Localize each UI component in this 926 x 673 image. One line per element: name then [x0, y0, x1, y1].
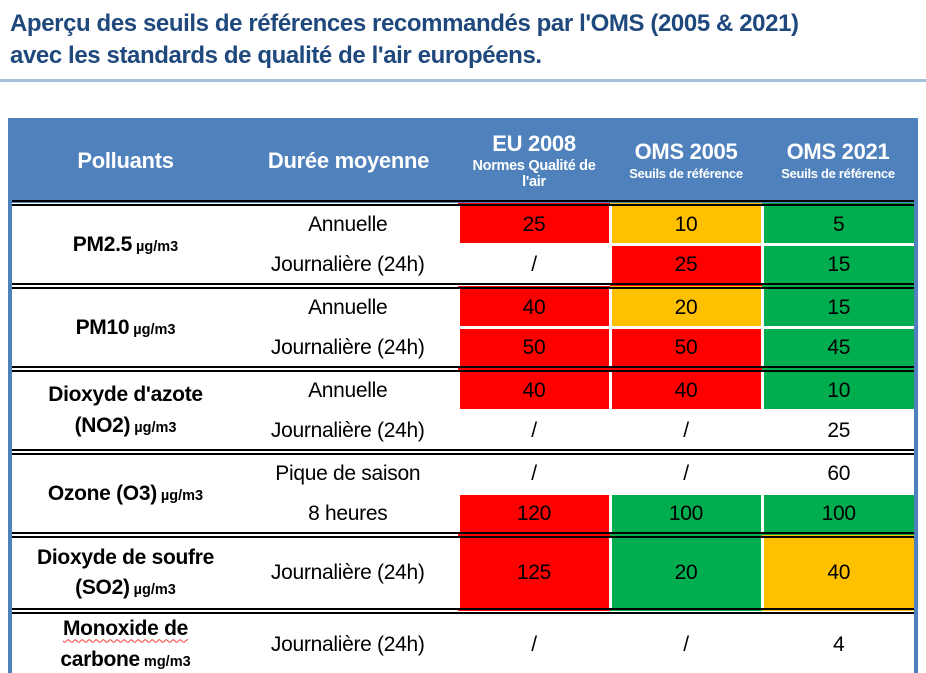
- value-cell-oms2005: 25: [608, 243, 762, 287]
- value-cell-oms2005: 40: [608, 369, 762, 411]
- header-duree-moyenne: Durée moyenne: [239, 122, 458, 204]
- table-row: Monoxide de carbone mg/m3 Journalière (24…: [12, 611, 914, 673]
- value-cell-eu2008: 50: [456, 326, 610, 370]
- value-cell-eu2008: 40: [456, 286, 610, 328]
- table-header: Polluants Durée moyenne EU 2008 Normes Q…: [12, 122, 914, 204]
- group-o3: Ozone (O3) µg/m3 Pique de saison / / 60 8…: [12, 452, 914, 536]
- table-row: Journalière (24h) / / 25: [12, 409, 914, 453]
- value-cell-eu2008: /: [456, 611, 610, 673]
- duration-cell: Pique de saison: [239, 452, 458, 494]
- duration-cell: Journalière (24h): [239, 243, 458, 287]
- value-cell-oms2005: 100: [608, 492, 762, 536]
- table-row: PM2.5 µg/m3 Annuelle 25 10 5: [12, 203, 914, 287]
- group-no2: Dioxyde d'azote (NO2) µg/m3 Annuelle 40 4…: [12, 369, 914, 453]
- pollutant-co: Monoxide de carbone mg/m3: [12, 611, 239, 673]
- page-title-line1: Aperçu des seuils de références recomman…: [10, 10, 799, 37]
- duration-cell: 8 heures: [239, 492, 458, 536]
- page-title-line2: avec les standards de qualité de l'air e…: [10, 41, 542, 69]
- duration-cell: Journalière (24h): [239, 409, 458, 453]
- value-cell-oms2005: 10: [608, 203, 762, 245]
- value-cell-oms2021: 45: [760, 326, 914, 370]
- value-cell-oms2005: 50: [608, 326, 762, 370]
- duration-cell: Annuelle: [239, 203, 458, 245]
- duration-cell: Annuelle: [239, 286, 458, 328]
- value-cell-oms2005: 20: [608, 286, 762, 328]
- pollutant-so2: Dioxyde de soufre (SO2) µg/m3: [12, 535, 239, 612]
- thresholds-table: Polluants Durée moyenne EU 2008 Normes Q…: [12, 122, 914, 673]
- header-oms-2021: OMS 2021 Seuils de référence: [762, 122, 914, 204]
- value-cell-oms2005: /: [608, 611, 762, 673]
- value-cell-eu2008: 25: [456, 203, 610, 245]
- value-cell-eu2008: /: [456, 243, 610, 287]
- table-row: Dioxyde de soufre (SO2) µg/m3 Journalière…: [12, 535, 914, 612]
- value-cell-eu2008: /: [456, 452, 610, 494]
- table-row: Dioxyde d'azote (NO2) µg/m3 Annuelle 40 4…: [12, 369, 914, 453]
- value-cell-oms2005: /: [608, 452, 762, 494]
- value-cell-oms2021: 100: [760, 492, 914, 536]
- value-cell-oms2005: /: [608, 409, 762, 453]
- table-row: 8 heures 120 100 100: [12, 492, 914, 536]
- value-cell-oms2005: 20: [608, 535, 762, 612]
- value-cell-oms2021: 40: [760, 535, 914, 612]
- group-pm25: PM2.5 µg/m3 Annuelle 25 10 5 Journalière …: [12, 203, 914, 287]
- table-row: PM10 µg/m3 Annuelle 40 20 15: [12, 286, 914, 370]
- group-so2: Dioxyde de soufre (SO2) µg/m3 Journalière…: [12, 535, 914, 612]
- value-cell-oms2021: 4: [760, 611, 914, 673]
- page-title: Aperçu des seuils de références recomman…: [0, 0, 926, 71]
- duration-cell: Journalière (24h): [239, 535, 458, 612]
- duration-cell: Journalière (24h): [239, 611, 458, 673]
- group-pm10: PM10 µg/m3 Annuelle 40 20 15 Journalière …: [12, 286, 914, 370]
- table-row: Ozone (O3) µg/m3 Pique de saison / / 60: [12, 452, 914, 536]
- title-divider: [0, 79, 926, 83]
- value-cell-eu2008: 120: [456, 492, 610, 536]
- value-cell-oms2021: 25: [760, 409, 914, 453]
- value-cell-eu2008: /: [456, 409, 610, 453]
- table-row: Journalière (24h) 50 50 45: [12, 326, 914, 370]
- duration-cell: Journalière (24h): [239, 326, 458, 370]
- header-polluants: Polluants: [12, 122, 239, 204]
- thresholds-table-frame: Polluants Durée moyenne EU 2008 Normes Q…: [8, 118, 918, 673]
- pollutant-pm10: PM10 µg/m3: [12, 286, 239, 370]
- pollutant-no2: Dioxyde d'azote (NO2) µg/m3: [12, 369, 239, 453]
- value-cell-oms2021: 15: [760, 286, 914, 328]
- value-cell-oms2021: 15: [760, 243, 914, 287]
- pollutant-pm25: PM2.5 µg/m3: [12, 203, 239, 287]
- header-oms-2005: OMS 2005 Seuils de référence: [610, 122, 762, 204]
- value-cell-eu2008: 125: [456, 535, 610, 612]
- group-co: Monoxide de carbone mg/m3 Journalière (24…: [12, 611, 914, 673]
- value-cell-oms2021: 60: [760, 452, 914, 494]
- duration-cell: Annuelle: [239, 369, 458, 411]
- value-cell-eu2008: 40: [456, 369, 610, 411]
- pollutant-o3: Ozone (O3) µg/m3: [12, 452, 239, 536]
- value-cell-oms2021: 5: [760, 203, 914, 245]
- value-cell-oms2021: 10: [760, 369, 914, 411]
- header-eu-2008: EU 2008 Normes Qualité de l'air: [458, 122, 610, 204]
- table-row: Journalière (24h) / 25 15: [12, 243, 914, 287]
